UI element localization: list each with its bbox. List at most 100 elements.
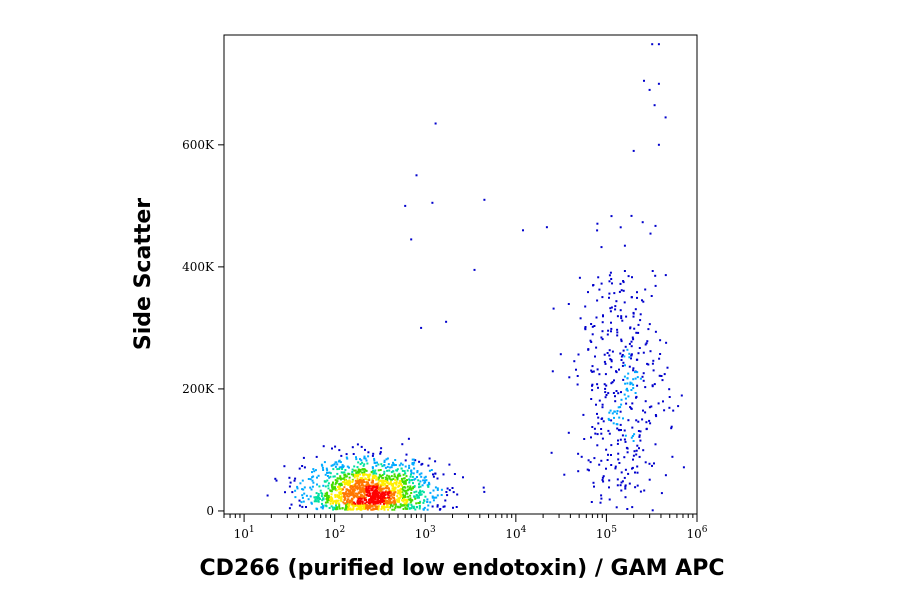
data-point <box>630 296 633 299</box>
data-point <box>361 502 364 505</box>
data-point <box>396 469 398 472</box>
data-point <box>289 481 292 484</box>
data-point <box>637 420 640 423</box>
data-point <box>325 498 328 500</box>
data-point <box>366 483 369 486</box>
data-point <box>375 493 378 496</box>
data-point <box>603 383 606 386</box>
data-point <box>602 314 604 317</box>
data-point <box>625 388 628 391</box>
data-point <box>383 472 386 475</box>
data-point <box>381 500 384 503</box>
data-point <box>376 499 379 502</box>
data-point <box>326 475 329 477</box>
data-point <box>401 469 404 472</box>
data-point <box>616 315 619 318</box>
data-point <box>389 478 392 481</box>
x-tick-base: 10 <box>324 527 339 541</box>
data-point <box>311 471 313 474</box>
data-point <box>423 479 426 482</box>
data-point <box>403 502 406 505</box>
data-point <box>347 473 350 476</box>
data-point <box>380 480 383 483</box>
data-point <box>651 385 654 388</box>
data-point <box>383 464 386 466</box>
data-point <box>379 475 382 477</box>
data-point <box>412 507 415 510</box>
data-point <box>419 480 422 483</box>
data-point <box>423 476 426 479</box>
data-point <box>361 486 364 489</box>
data-point <box>359 486 362 489</box>
data-point <box>610 360 613 363</box>
data-point <box>341 464 344 467</box>
data-point <box>345 453 348 456</box>
data-point <box>352 490 355 493</box>
data-point <box>641 418 644 421</box>
data-point <box>637 323 640 326</box>
data-point <box>412 463 415 466</box>
data-point <box>379 490 382 493</box>
data-point <box>607 329 610 332</box>
data-point <box>388 506 391 509</box>
data-point <box>391 505 394 508</box>
data-point <box>630 345 633 348</box>
data-point <box>415 502 418 505</box>
data-point <box>365 487 368 490</box>
data-point <box>642 449 645 452</box>
data-point <box>414 477 417 480</box>
data-point <box>427 504 430 507</box>
data-point <box>406 489 409 492</box>
data-point <box>301 479 304 482</box>
data-point <box>595 403 597 406</box>
data-point <box>322 498 325 501</box>
data-point <box>338 460 340 463</box>
data-point <box>388 477 391 479</box>
data-point <box>343 486 346 489</box>
data-point <box>322 497 325 500</box>
data-point <box>389 466 392 469</box>
data-point <box>626 382 629 385</box>
data-point <box>427 485 430 488</box>
data-point <box>346 465 349 468</box>
y-tick-label: 200K <box>182 382 215 396</box>
data-point <box>426 500 429 503</box>
data-point <box>658 374 661 377</box>
data-point <box>332 500 335 503</box>
data-point <box>379 479 382 482</box>
data-point <box>365 499 368 501</box>
data-point <box>355 508 358 510</box>
data-point <box>362 504 365 507</box>
data-point <box>626 451 629 454</box>
x-tick-base: 10 <box>596 527 611 541</box>
data-point <box>419 489 422 492</box>
data-point <box>431 495 434 498</box>
data-point <box>455 506 458 508</box>
data-point <box>341 468 344 470</box>
data-point <box>367 482 370 485</box>
data-point <box>326 499 329 502</box>
data-point <box>302 500 305 503</box>
data-point <box>634 377 637 380</box>
data-point <box>384 501 387 504</box>
data-point <box>610 366 613 369</box>
data-point <box>339 487 342 490</box>
data-point <box>329 490 332 493</box>
data-point <box>377 500 380 503</box>
data-point <box>374 505 377 508</box>
data-point <box>393 464 396 467</box>
data-point <box>603 353 606 356</box>
data-point <box>330 493 333 496</box>
data-point <box>349 490 352 493</box>
data-point <box>405 492 408 495</box>
data-point <box>401 488 404 491</box>
data-point <box>393 488 396 491</box>
data-point <box>614 305 617 308</box>
data-point <box>384 479 387 482</box>
data-point <box>404 459 407 462</box>
data-point <box>363 481 366 483</box>
data-point <box>352 506 355 509</box>
data-point <box>396 478 399 481</box>
data-point <box>399 480 402 483</box>
